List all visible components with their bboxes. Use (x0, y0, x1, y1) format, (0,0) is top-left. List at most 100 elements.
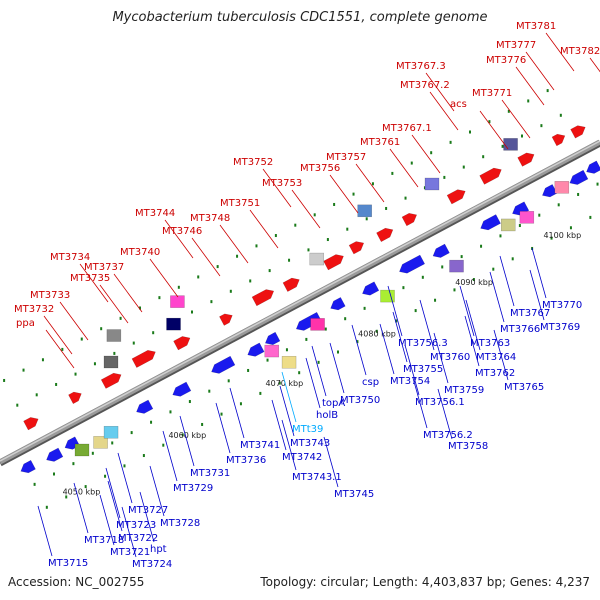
tick-mark (449, 140, 452, 144)
tick-mark (540, 124, 543, 128)
leader-line (73, 482, 89, 534)
feature-box (103, 355, 119, 369)
tick-mark (65, 495, 68, 499)
tick-mark (177, 285, 180, 289)
leader-line (323, 436, 339, 488)
gene-label-bottom: MT3736 (226, 455, 266, 466)
genome-title: Mycobacterium tuberculosis CDC1551, comp… (112, 10, 488, 25)
feature-box (93, 436, 108, 449)
tick-mark (469, 130, 471, 134)
tick-mark (333, 202, 336, 206)
tick-mark (441, 265, 444, 269)
leader-line (219, 224, 249, 264)
leader-line (404, 344, 420, 396)
gene-label-bottom: MT3758 (448, 441, 488, 452)
tick-mark (104, 474, 107, 478)
tick-mark (511, 257, 514, 261)
tick-mark (3, 378, 6, 382)
reverse-gene (136, 399, 154, 414)
tick-mark (72, 462, 75, 466)
backbone (0, 139, 600, 465)
gene-label-top: MT3767.3 (396, 61, 446, 72)
forward-gene (251, 289, 275, 307)
leader-line (351, 324, 367, 376)
gene-label-bottom: MT3770 (542, 300, 582, 311)
tick-mark (507, 109, 510, 113)
leader-line (291, 189, 321, 229)
gene-label-top: ppa (16, 318, 35, 329)
forward-gene (348, 241, 365, 255)
gene-label-bottom: holB (316, 410, 338, 421)
tick-mark (434, 298, 437, 302)
feature-box (449, 259, 464, 273)
leader-line (139, 491, 155, 543)
tick-mark (298, 371, 301, 375)
tick-mark (569, 226, 572, 230)
tick-mark (93, 362, 96, 366)
leader-line (499, 255, 515, 307)
kbp-tick-label: 4060 kbp (168, 431, 206, 440)
tick-mark (255, 244, 258, 248)
leader-line (305, 357, 321, 409)
leader-line (437, 388, 453, 440)
tick-mark (307, 248, 310, 252)
tick-mark (460, 255, 463, 259)
reverse-gene (480, 214, 501, 231)
feature-box (106, 329, 122, 342)
kbp-tick-label: 4090 kbp (455, 278, 493, 287)
leader-line (262, 168, 292, 208)
leader-line (479, 110, 509, 150)
tick-mark (482, 155, 485, 159)
tick-mark (363, 306, 366, 310)
forward-gene (401, 212, 418, 227)
tick-mark (518, 224, 521, 228)
gene-label-top: MT3756 (300, 163, 340, 174)
gene-label-top: MT3746 (162, 226, 202, 237)
gene-label-top: MT3740 (120, 247, 160, 258)
tick-mark (285, 348, 288, 352)
tick-mark (139, 306, 141, 310)
tick-mark (404, 196, 407, 200)
forward-gene (323, 254, 344, 271)
feature-box (310, 318, 325, 331)
gene-label-bottom: topA (322, 398, 345, 409)
forward-gene (446, 189, 466, 205)
tick-mark (41, 358, 44, 362)
tick-mark (430, 151, 433, 155)
tick-mark (371, 182, 374, 186)
leader-line (419, 299, 435, 351)
tick-mark (559, 113, 562, 117)
leader-line (37, 505, 53, 557)
tick-mark (111, 441, 114, 445)
gene-label-top: MT3752 (233, 157, 273, 168)
tick-mark (74, 372, 77, 376)
leader-line (501, 99, 531, 139)
tick-mark (239, 402, 242, 406)
forward-gene (100, 372, 122, 389)
gene-label-bottom: MT3767 (510, 308, 550, 319)
reverse-gene (542, 184, 558, 198)
gene-label-bottom: MT3756.3 (398, 338, 448, 349)
tick-mark (123, 464, 126, 468)
tick-mark (191, 310, 193, 314)
gene-label-top: MT3771 (472, 88, 512, 99)
gene-label-top: MT3744 (135, 208, 175, 219)
tick-mark (391, 171, 394, 175)
leader-line (117, 452, 133, 504)
forward-gene (517, 152, 535, 167)
tick-mark (162, 443, 165, 447)
genome-summary-text: Topology: circular; Length: 4,403,837 bp… (260, 575, 590, 589)
tick-mark (557, 203, 560, 207)
gene-label-bottom: MT3741 (240, 440, 280, 451)
feature-box (166, 317, 181, 331)
feature-box (309, 252, 325, 266)
feature-box (519, 211, 535, 224)
leader-line (433, 332, 449, 384)
leader-line (179, 415, 195, 467)
tick-mark (352, 192, 355, 196)
gene-label-bottom: MT3731 (190, 468, 230, 479)
leader-line (329, 174, 359, 214)
tick-mark (421, 275, 424, 279)
gene-label-top: MT3767.1 (382, 123, 432, 134)
